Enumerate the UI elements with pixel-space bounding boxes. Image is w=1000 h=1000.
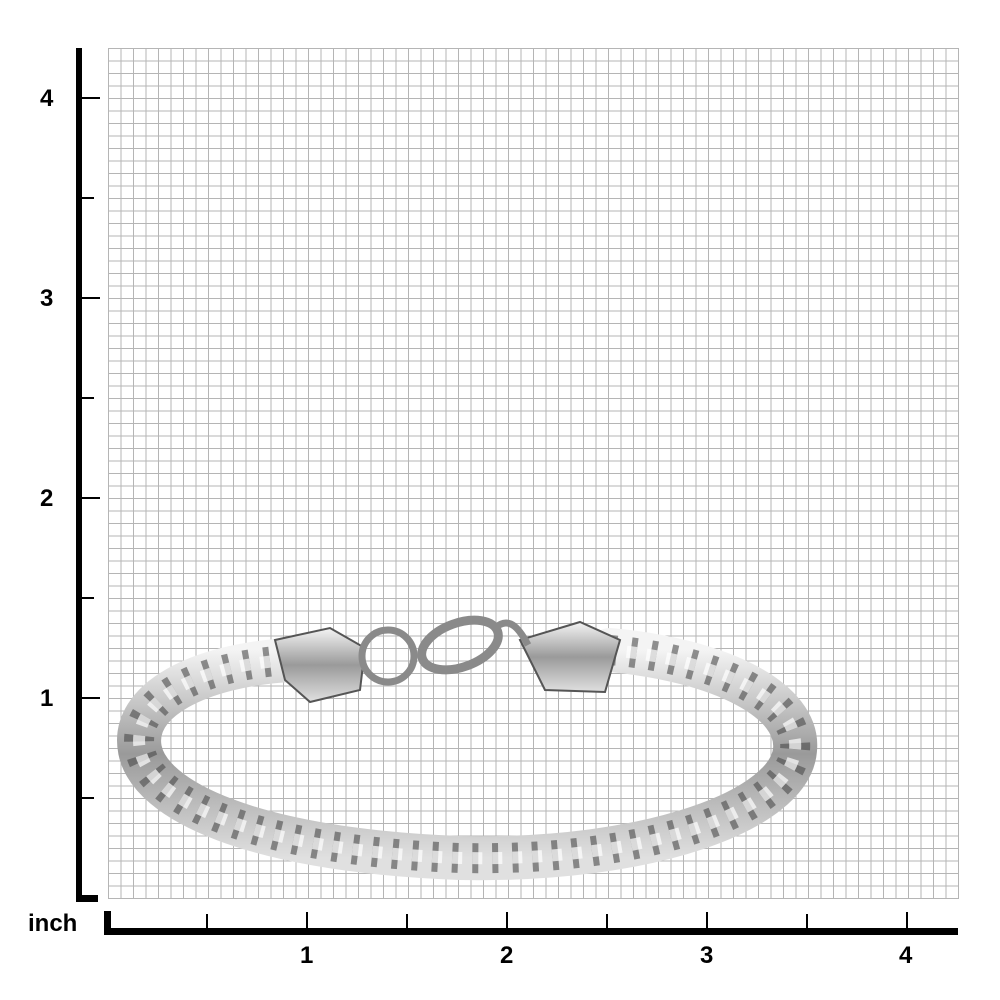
y-label-4: 4 (40, 85, 54, 112)
vertical-ruler-axis (76, 48, 82, 902)
y-label-2: 2 (40, 485, 54, 512)
y-major-tick (82, 497, 100, 499)
y-minor-tick (82, 597, 94, 599)
y-minor-tick (82, 397, 94, 399)
x-minor-tick (806, 914, 808, 928)
jump-ring (358, 626, 418, 686)
vertical-ruler-foot (76, 895, 98, 902)
x-minor-tick (606, 914, 608, 928)
end-cap-right (518, 620, 622, 694)
x-label-4: 4 (899, 942, 913, 969)
y-major-tick (82, 697, 100, 699)
end-cap-left (273, 626, 367, 704)
x-label-2: 2 (500, 942, 514, 969)
x-major-tick (306, 912, 308, 928)
y-major-tick (82, 297, 100, 299)
y-label-3: 3 (40, 285, 54, 312)
y-label-1: 1 (40, 685, 54, 712)
x-label-3: 3 (700, 942, 714, 969)
x-minor-tick (206, 914, 208, 928)
horizontal-ruler-foot (104, 911, 111, 935)
x-major-tick (706, 912, 708, 928)
y-major-tick (82, 97, 100, 99)
x-major-tick (906, 912, 908, 928)
x-label-1: 1 (300, 942, 314, 969)
unit-label: inch (28, 910, 78, 937)
horizontal-ruler-axis (104, 928, 958, 935)
y-minor-tick (82, 197, 94, 199)
lobster-clasp (417, 615, 503, 675)
y-minor-tick (82, 797, 94, 799)
x-minor-tick (406, 914, 408, 928)
x-major-tick (506, 912, 508, 928)
